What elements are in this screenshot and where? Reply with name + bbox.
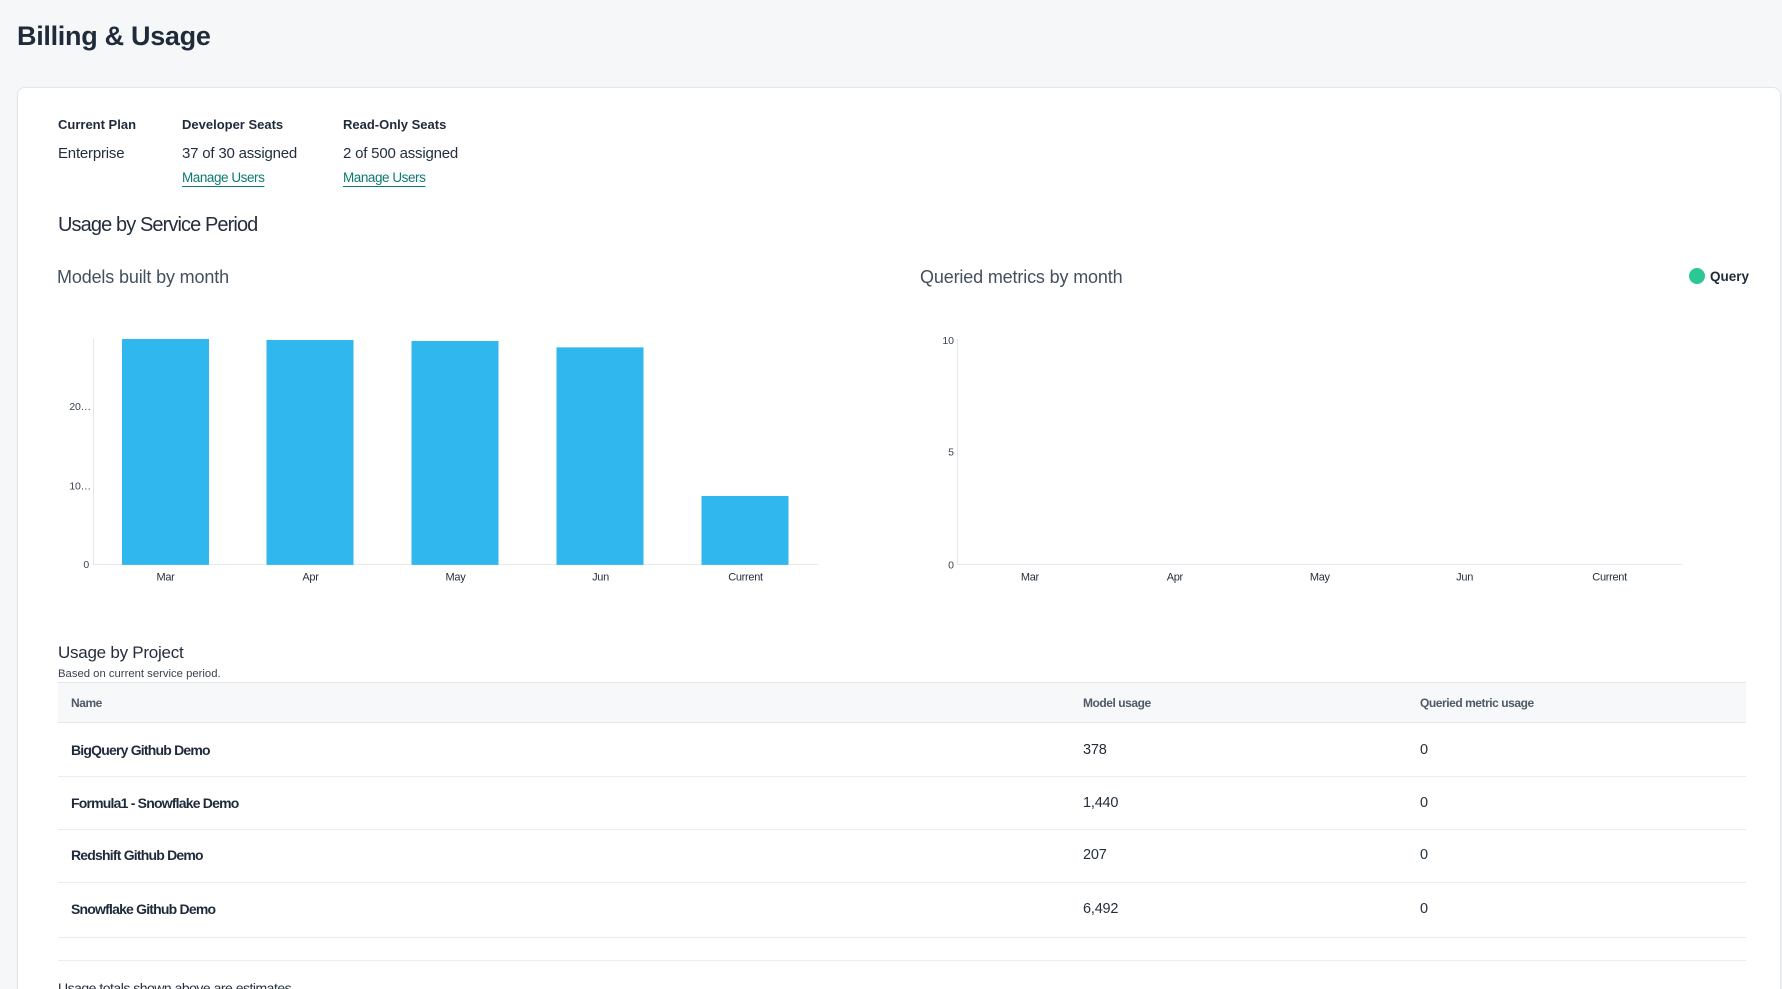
svg-text:0: 0 (948, 559, 954, 571)
svg-text:May: May (1310, 571, 1331, 583)
svg-text:5: 5 (948, 446, 954, 458)
svg-text:May: May (446, 571, 467, 583)
svg-text:Current: Current (728, 571, 763, 583)
svg-text:0: 0 (83, 559, 89, 571)
svg-text:Jun: Jun (1456, 571, 1473, 583)
svg-text:20…: 20… (69, 401, 91, 413)
svg-text:Mar: Mar (156, 571, 175, 583)
svg-text:Apr: Apr (302, 571, 319, 583)
svg-text:Apr: Apr (1167, 571, 1184, 583)
svg-text:10: 10 (942, 335, 954, 347)
svg-text:10…: 10… (69, 481, 91, 493)
svg-text:Mar: Mar (1021, 571, 1040, 583)
svg-text:Jun: Jun (592, 571, 609, 583)
svg-text:Current: Current (1592, 571, 1627, 583)
